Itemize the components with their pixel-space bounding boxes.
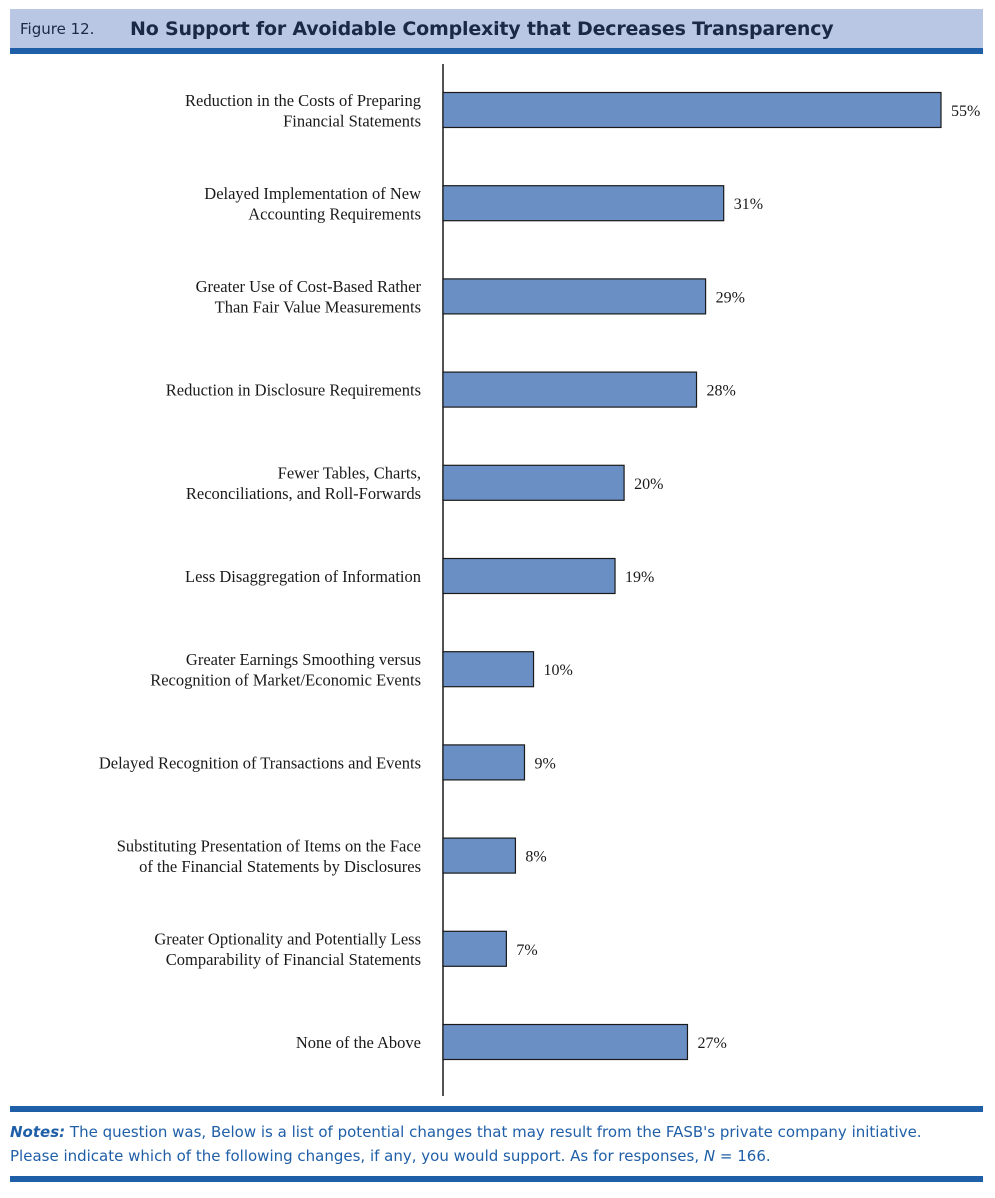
figure-number: Figure 12. [20, 19, 95, 38]
notes-text-2: Please indicate which of the following c… [10, 1147, 700, 1165]
notes-n-value: = 166. [719, 1147, 771, 1165]
figure-header: Figure 12. No Support for Avoidable Comp… [10, 9, 983, 48]
category-label: of the Financial Statements by Disclosur… [139, 857, 421, 876]
bar-chart: 55% Reduction in the Costs of PreparingFi… [99, 64, 980, 1096]
bar [442, 464, 625, 501]
bar-value-label: 55% [951, 103, 980, 120]
category-label: Accounting Requirements [248, 204, 421, 223]
bar-value-label: 9% [534, 755, 555, 772]
notes: Notes: The question was, Below is a list… [10, 1120, 985, 1168]
category-label: Greater Use of Cost-Based Rather [196, 277, 422, 296]
bar-value-label: 7% [516, 942, 537, 959]
bar-value-label: 10% [544, 662, 573, 679]
bar-value-label: 27% [697, 1035, 726, 1052]
bar [442, 185, 725, 222]
category-label: Greater Optionality and Potentially Less [154, 930, 421, 949]
bar [442, 557, 616, 595]
bar-value-label: 8% [525, 849, 546, 866]
category-label: Than Fair Value Measurements [215, 298, 421, 317]
category-label: Fewer Tables, Charts, [278, 464, 421, 483]
bar [442, 371, 698, 408]
category-label: Reduction in the Costs of Preparing [185, 91, 421, 110]
bar [442, 1023, 689, 1061]
category-label: Reconciliations, and Roll-Forwards [186, 484, 421, 503]
bar [442, 278, 707, 315]
header-rule [10, 48, 983, 54]
bar-value-label: 20% [634, 476, 663, 493]
bar [442, 744, 526, 781]
bar [442, 930, 507, 967]
notes-n-symbol: N [703, 1147, 716, 1165]
bar [442, 837, 517, 874]
category-label: Financial Statements [283, 111, 421, 130]
bar [442, 91, 942, 129]
notes-line-1: Notes: The question was, Below is a list… [10, 1120, 985, 1144]
category-label: Reduction in Disclosure Requirements [166, 381, 421, 400]
bar-value-label: 28% [707, 383, 736, 400]
category-label: Less Disaggregation of Information [185, 567, 421, 586]
notes-rule-bottom [10, 1176, 983, 1182]
figure-title: No Support for Avoidable Complexity that… [130, 17, 834, 40]
notes-rule-top [10, 1106, 983, 1112]
bar-value-label: 31% [734, 196, 763, 213]
notes-text-1: The question was, Below is a list of pot… [69, 1123, 922, 1141]
category-label: Delayed Implementation of New [204, 184, 421, 203]
category-label: Substituting Presentation of Items on th… [117, 836, 421, 855]
notes-label: Notes: [10, 1123, 66, 1141]
bar-value-label: 19% [625, 569, 654, 586]
category-label: Recognition of Market/Economic Events [150, 670, 421, 689]
category-label: Delayed Recognition of Transactions and … [99, 753, 421, 772]
notes-line-2: Please indicate which of the following c… [10, 1144, 985, 1168]
category-label: Greater Earnings Smoothing versus [186, 650, 421, 669]
category-label: Comparability of Financial Statements [166, 950, 421, 969]
category-label: None of the Above [296, 1033, 421, 1052]
bar-value-label: 29% [716, 289, 745, 306]
bar [442, 651, 535, 688]
